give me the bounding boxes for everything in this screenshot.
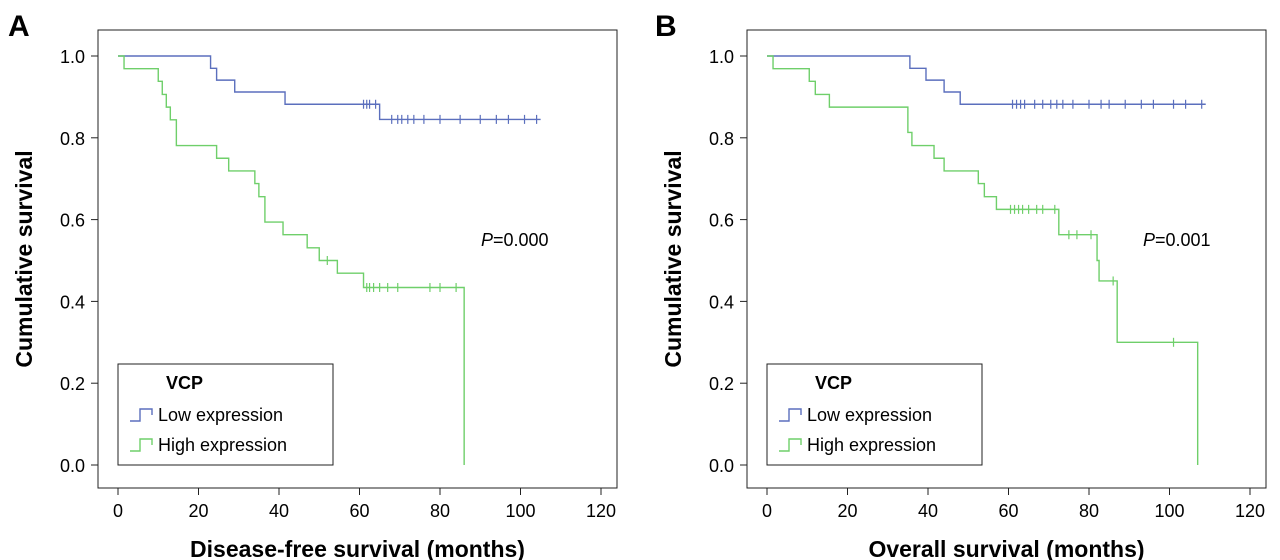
- x-tick-label: 20: [837, 501, 857, 521]
- x-tick-label: 60: [998, 501, 1018, 521]
- legend-label: Low expression: [807, 405, 932, 425]
- x-tick-label: 80: [1079, 501, 1099, 521]
- legend-swatch: [779, 408, 802, 422]
- p-value-symbol: P: [1143, 230, 1155, 250]
- panel-label: A: [8, 10, 30, 43]
- y-tick-label: 0.0: [60, 456, 85, 476]
- p-value-number: =0.000: [493, 230, 549, 250]
- p-value-symbol: P: [481, 230, 493, 250]
- x-tick-label: 120: [586, 501, 616, 521]
- panel-label: B: [655, 10, 677, 43]
- p-value-annotation: P=0.000: [481, 230, 549, 250]
- legend-title: VCP: [815, 373, 852, 393]
- legend-label: High expression: [807, 435, 936, 455]
- y-tick-label: 1.0: [60, 47, 85, 67]
- legend-label: Low expression: [158, 405, 283, 425]
- x-axis-title: Disease-free survival (months): [190, 536, 525, 560]
- legend-swatch: [130, 438, 153, 452]
- legend-box: [117, 363, 334, 466]
- x-tick-label: 0: [762, 501, 772, 521]
- panel-b: B 0.0 0.2 0.4 0.6 0.8 1.0 0 20 40 60 80 100 120 Overal…: [655, 10, 1267, 560]
- y-tick-label: 0.6: [709, 211, 734, 231]
- x-tick-label: 0: [113, 501, 123, 521]
- y-tick-label: 1.0: [709, 47, 734, 67]
- y-tick-label: 0.8: [709, 129, 734, 149]
- y-tick-label: 0.4: [709, 292, 734, 312]
- legend-box: [766, 363, 983, 466]
- series-line-high-expression: [118, 55, 465, 465]
- legend-swatch: [779, 438, 802, 452]
- y-tick-label: 0.0: [709, 456, 734, 476]
- plot-frame: [746, 29, 1267, 489]
- x-tick-label: 20: [188, 501, 208, 521]
- series-line-high-expression: [767, 55, 1199, 465]
- y-tick-label: 0.2: [709, 374, 734, 394]
- legend-label: High expression: [158, 435, 287, 455]
- series-line-low-expression: [118, 55, 541, 121]
- x-tick-label: 120: [1235, 501, 1265, 521]
- x-tick-label: 80: [430, 501, 450, 521]
- y-tick-label: 0.6: [60, 211, 85, 231]
- x-tick-label: 40: [269, 501, 289, 521]
- x-axis-title: Overall survival (months): [868, 536, 1144, 560]
- x-tick-label: 60: [349, 501, 369, 521]
- y-tick-label: 0.4: [60, 292, 85, 312]
- x-tick-label: 100: [505, 501, 535, 521]
- legend-swatch: [130, 408, 153, 422]
- y-axis-title: Cumulative survival: [11, 150, 37, 367]
- panel-a: A 0.0 0.2 0.4 0.6 0.8 1.0 0 20 40 60 80 100 120 Diseas…: [8, 10, 618, 560]
- p-value-number: =0.001: [1155, 230, 1211, 250]
- p-value-annotation: P=0.001: [1143, 230, 1211, 250]
- x-tick-label: 40: [918, 501, 938, 521]
- plot-frame: [97, 29, 618, 489]
- x-tick-label: 100: [1154, 501, 1184, 521]
- y-tick-label: 0.8: [60, 129, 85, 149]
- y-axis-title: Cumulative survival: [660, 150, 686, 367]
- series-line-low-expression: [767, 55, 1206, 105]
- legend-title: VCP: [166, 373, 203, 393]
- y-tick-label: 0.2: [60, 374, 85, 394]
